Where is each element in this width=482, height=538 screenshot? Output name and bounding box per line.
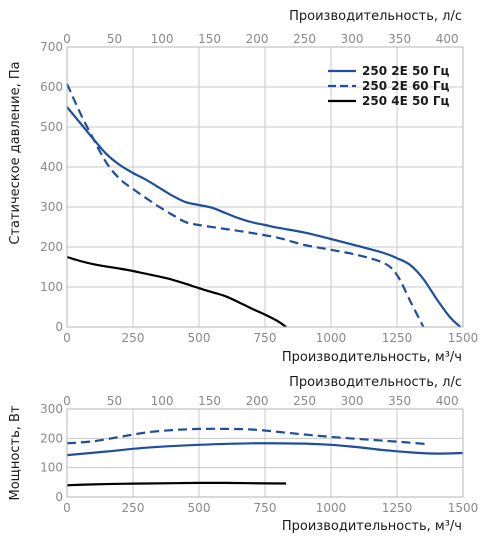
pressure-plot-frame bbox=[66, 46, 464, 328]
legend-label-250-4e-50: 250 4E 50 Гц bbox=[362, 94, 449, 108]
power-x-tick-label: 500 bbox=[188, 501, 211, 515]
pressure-y-tick-label: 100 bbox=[40, 280, 63, 294]
pressure-y-tick-label: 300 bbox=[40, 200, 63, 214]
legend-label-250-2e-60: 250 2E 60 Гц bbox=[362, 79, 449, 93]
pressure-x-tick-label: 1250 bbox=[382, 331, 413, 345]
pressure-x2-tick-label: 0 bbox=[63, 32, 71, 46]
power-y-axis-title: Мощность, Вт bbox=[8, 405, 23, 500]
power-y-tick-label: 200 bbox=[40, 431, 63, 445]
power-x-tick-label: 1500 bbox=[448, 501, 479, 515]
pressure-x-tick-label: 750 bbox=[254, 331, 277, 345]
pressure-series-line-2 bbox=[66, 255, 287, 328]
pressure-x2-tick-label: 400 bbox=[436, 32, 459, 46]
power-x2-tick-label: 200 bbox=[246, 394, 269, 408]
power-series bbox=[66, 427, 464, 487]
pressure-y-tick-label: 400 bbox=[40, 160, 63, 174]
pressure-x-tick-label: 1000 bbox=[316, 331, 347, 345]
power-series-line-0 bbox=[66, 442, 464, 457]
pressure-x2-tick-label: 250 bbox=[293, 32, 316, 46]
power-series-line-1 bbox=[66, 427, 429, 446]
power-x-tick-label: 750 bbox=[254, 501, 277, 515]
pressure-y-axis-title: Статическое давление, Па bbox=[8, 61, 23, 244]
power-series-line-2 bbox=[66, 481, 287, 487]
power-x2-tick-label: 0 bbox=[63, 394, 71, 408]
pressure-x2-tick-label: 300 bbox=[341, 32, 364, 46]
legend: 250 2E 50 Гц 250 2E 60 Гц 250 4E 50 Гц bbox=[328, 64, 449, 108]
pressure-x2-tick-label: 200 bbox=[246, 32, 269, 46]
legend-label-250-2e-50: 250 2E 50 Гц bbox=[362, 64, 449, 78]
pressure-x2-tick-label: 100 bbox=[151, 32, 174, 46]
power-y-tick-label: 300 bbox=[40, 402, 63, 416]
pressure-x2-tick-label: 150 bbox=[198, 32, 221, 46]
pressure-x2-axis-title: Производительность, л/с bbox=[289, 9, 462, 24]
pressure-x-tick-label: 250 bbox=[122, 331, 145, 345]
pressure-x2-tick-label: 350 bbox=[388, 32, 411, 46]
power-x-tick-label: 1250 bbox=[382, 501, 413, 515]
power-x-tick-label: 1000 bbox=[316, 501, 347, 515]
power-x2-tick-label: 400 bbox=[436, 394, 459, 408]
power-x2-tick-label: 300 bbox=[341, 394, 364, 408]
power-x2-tick-label: 150 bbox=[198, 394, 221, 408]
pressure-x-axis-title: Производительность, м³/ч bbox=[282, 350, 462, 365]
power-x2-tick-label: 250 bbox=[293, 394, 316, 408]
pressure-series-line-0 bbox=[66, 106, 462, 328]
power-x2-tick-label: 100 bbox=[151, 394, 174, 408]
power-y-tick-label: 100 bbox=[40, 461, 63, 475]
pressure-y-tick-label: 500 bbox=[40, 120, 63, 134]
pressure-y-tick-label: 700 bbox=[40, 40, 63, 54]
pressure-y-tick-label: 600 bbox=[40, 80, 63, 94]
power-y-tick-label: 0 bbox=[55, 490, 63, 504]
pressure-x-tick-label: 1500 bbox=[448, 331, 479, 345]
pressure-y-tick-label: 0 bbox=[55, 320, 63, 334]
power-x2-tick-label: 50 bbox=[107, 394, 122, 408]
pressure-series bbox=[65, 83, 462, 328]
power-x-tick-label: 250 bbox=[122, 501, 145, 515]
power-x2-axis-title: Производительность, л/с bbox=[289, 375, 462, 390]
pressure-x2-tick-label: 50 bbox=[107, 32, 122, 46]
pressure-y-tick-label: 200 bbox=[40, 240, 63, 254]
pressure-series-line-1 bbox=[65, 83, 425, 328]
pressure-x-tick-label: 0 bbox=[63, 331, 71, 345]
power-x2-tick-label: 350 bbox=[388, 394, 411, 408]
power-x-tick-label: 0 bbox=[63, 501, 71, 515]
pressure-x-tick-label: 500 bbox=[188, 331, 211, 345]
power-x-axis-title: Производительность, м³/ч bbox=[282, 519, 462, 534]
power-plot-frame bbox=[66, 408, 464, 498]
